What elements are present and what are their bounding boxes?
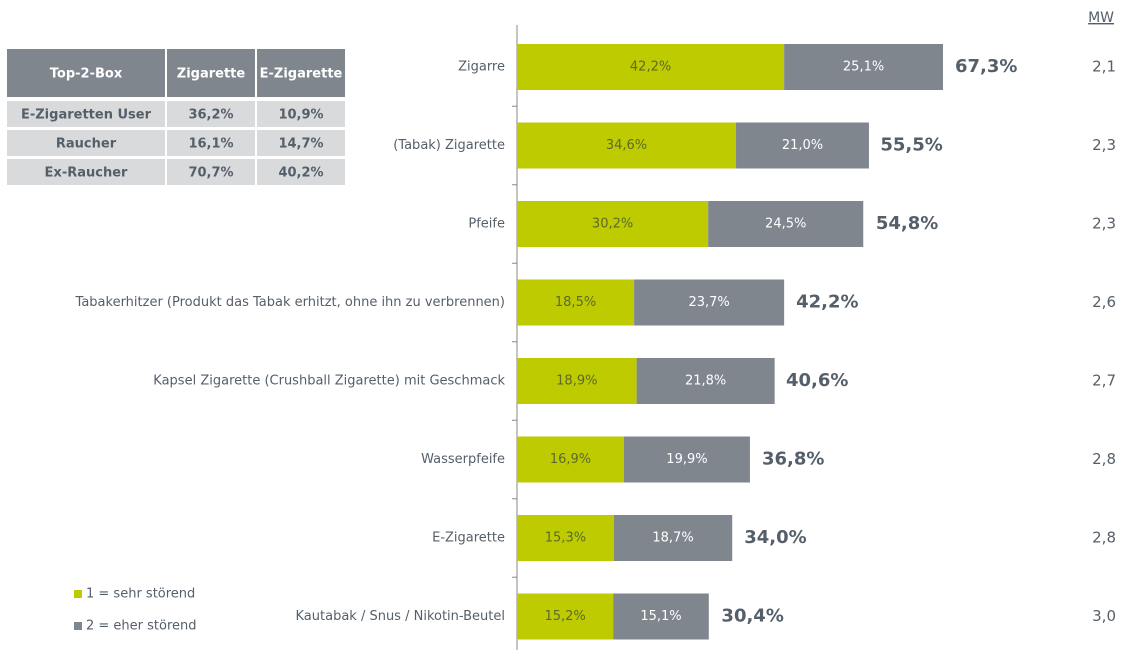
total-label: 40,6%: [786, 370, 848, 391]
table-cell: [167, 101, 255, 127]
table-cell: [257, 159, 345, 185]
total-label: 55,5%: [880, 135, 942, 156]
value-label: 21,0%: [782, 138, 823, 153]
value-label: 24,5%: [765, 217, 806, 232]
value-label: 23,7%: [688, 295, 729, 310]
table-cell-text: 10,9%: [278, 108, 323, 123]
table-cell: [7, 130, 165, 156]
total-label: 30,4%: [721, 606, 783, 627]
bar-segment: [736, 122, 869, 169]
table-header-text: E-Zigarette: [260, 67, 343, 82]
total-label: 42,2%: [796, 292, 858, 313]
value-label: 19,9%: [666, 452, 707, 467]
table-cell-text: 16,1%: [188, 137, 233, 152]
value-label: 18,5%: [555, 295, 596, 310]
table-cell-text: 14,7%: [278, 137, 323, 152]
value-label: 18,9%: [556, 374, 597, 389]
table-header-text: Zigarette: [177, 67, 246, 82]
table-cell-text: 36,2%: [188, 108, 233, 123]
legend-swatch: [74, 590, 82, 598]
mw-value: 2,1: [1092, 58, 1116, 76]
bar-segment: [784, 44, 944, 90]
mw-title: MW: [1088, 10, 1114, 26]
category-label: (Tabak) Zigarette: [393, 138, 505, 153]
bar-segment: [636, 358, 775, 404]
legend-label: 2 = eher störend: [86, 619, 197, 634]
mw-value: 2,8: [1092, 529, 1116, 547]
table-cell-text: Raucher: [56, 137, 117, 152]
bar-segment: [517, 436, 624, 483]
bar-segment: [517, 279, 635, 326]
table-cell-text: E-Zigaretten User: [21, 108, 152, 123]
bar-segment: [613, 515, 733, 561]
table-cell: [7, 101, 165, 127]
category-label: Zigarre: [458, 60, 505, 75]
table-header-cell: [7, 49, 165, 97]
value-label: 18,7%: [652, 531, 693, 546]
total-label: 34,0%: [744, 527, 806, 548]
table-cell-text: 40,2%: [278, 166, 323, 181]
table-cell: [257, 101, 345, 127]
category-label: Kautabak / Snus / Nikotin-Beutel: [296, 609, 506, 624]
bar-segment: [517, 122, 737, 169]
value-label: 34,6%: [606, 138, 647, 153]
value-label: 15,3%: [545, 531, 586, 546]
table-header-cell: [167, 49, 255, 97]
bar-segment: [517, 593, 614, 640]
value-label: 16,9%: [550, 452, 591, 467]
mw-value: 2,6: [1092, 293, 1116, 311]
table-header-text: Top-2-Box: [50, 67, 123, 82]
table-cell-text: Ex-Raucher: [45, 166, 128, 181]
legend-label: 1 = sehr störend: [86, 587, 195, 602]
category-label: E-Zigarette: [432, 531, 505, 546]
category-label: Tabakerhitzer (Produkt das Tabak erhitzt…: [75, 295, 505, 310]
total-label: 67,3%: [955, 56, 1017, 77]
table-header-cell: [257, 49, 345, 97]
bar-segment: [634, 279, 785, 326]
legend-swatch: [74, 622, 82, 630]
value-label: 15,1%: [640, 609, 681, 624]
table-cell: [7, 159, 165, 185]
mw-value: 2,3: [1092, 215, 1116, 233]
table-cell: [257, 130, 345, 156]
value-label: 42,2%: [630, 60, 671, 75]
value-label: 15,2%: [544, 609, 585, 624]
value-label: 25,1%: [843, 60, 884, 75]
bar-segment: [517, 201, 709, 247]
total-label: 36,8%: [762, 449, 824, 470]
table-cell-text: 70,7%: [188, 166, 233, 181]
bar-segment: [708, 201, 864, 247]
value-label: 30,2%: [592, 217, 633, 232]
bar-segment: [623, 436, 750, 483]
bar-segment: [517, 358, 637, 404]
category-label: Wasserpfeife: [421, 452, 505, 467]
bar-segment: [517, 44, 785, 90]
category-label: Pfeife: [468, 217, 505, 232]
mw-value: 2,8: [1092, 450, 1116, 468]
bar-segment: [613, 593, 709, 640]
value-label: 21,8%: [685, 374, 726, 389]
bar-segment: [517, 515, 614, 561]
table-cell: [167, 130, 255, 156]
total-label: 54,8%: [876, 213, 938, 234]
category-label: Kapsel Zigarette (Crushball Zigarette) m…: [153, 374, 505, 389]
table-cell: [167, 159, 255, 185]
mw-value: 2,7: [1092, 372, 1116, 390]
mw-value: 3,0: [1092, 607, 1116, 625]
mw-value: 2,3: [1092, 136, 1116, 154]
